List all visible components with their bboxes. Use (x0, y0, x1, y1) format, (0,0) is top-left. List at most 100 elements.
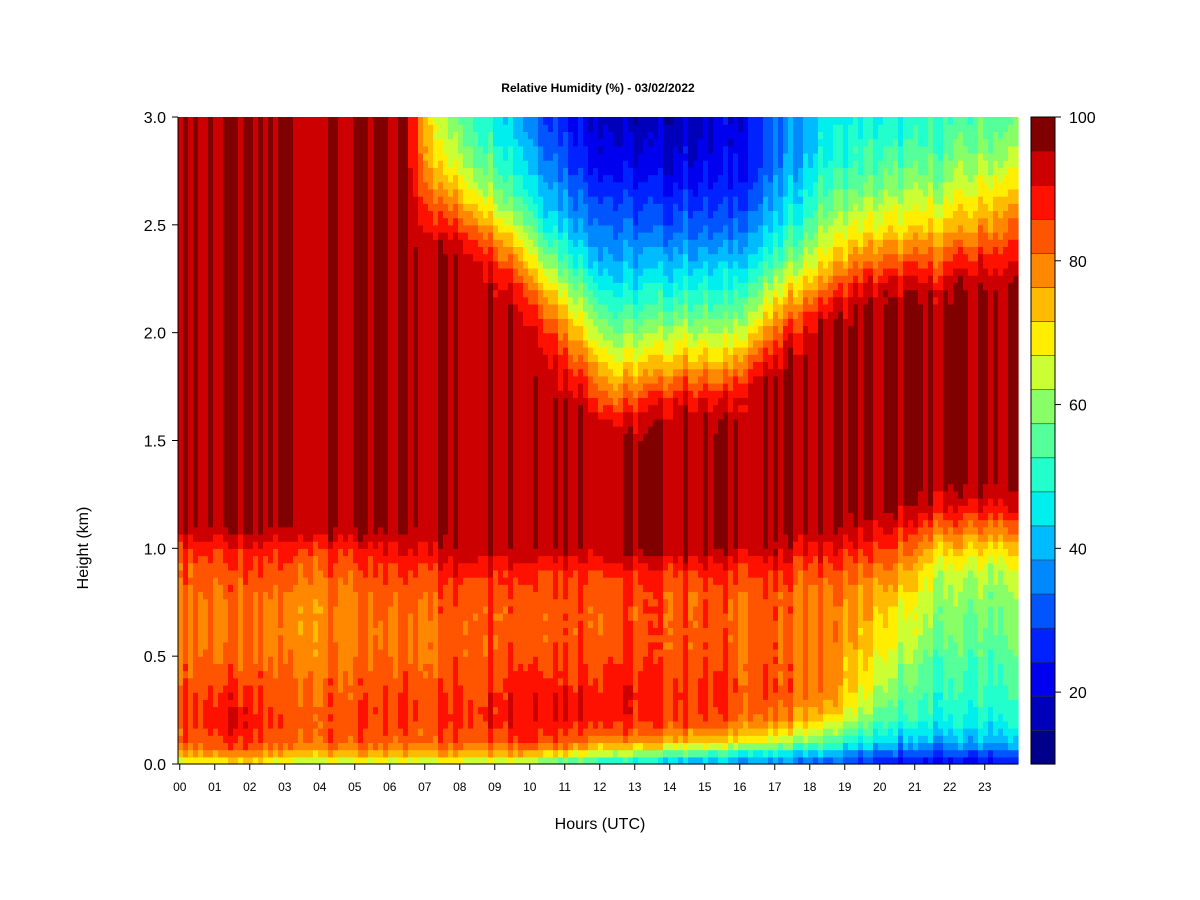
heatmap-cell (418, 448, 424, 456)
heatmap-cell (233, 570, 239, 578)
heatmap-cell (338, 117, 344, 125)
heatmap-cell (323, 534, 329, 542)
heatmap-cell (273, 599, 279, 607)
heatmap-cell (373, 139, 379, 147)
heatmap-cell (433, 412, 439, 420)
heatmap-cell (273, 139, 279, 147)
heatmap-cell (283, 476, 289, 484)
heatmap-cell (398, 218, 404, 226)
heatmap-cell (378, 706, 384, 714)
heatmap-cell (363, 433, 369, 441)
heatmap-cell (398, 462, 404, 470)
heatmap-cell (368, 318, 374, 326)
heatmap-cell (203, 671, 209, 679)
heatmap-cell (318, 663, 324, 671)
heatmap-cell (213, 527, 219, 535)
heatmap-cell (428, 146, 434, 154)
heatmap-cell (228, 361, 234, 369)
heatmap-cell (213, 620, 219, 628)
heatmap-cell (283, 599, 289, 607)
heatmap-cell (268, 225, 274, 233)
heatmap-cell (418, 325, 424, 333)
heatmap-cell (388, 706, 394, 714)
heatmap-cell (303, 735, 309, 743)
heatmap-cell (223, 333, 229, 341)
heatmap-cell (358, 397, 364, 405)
heatmap-cell (178, 210, 184, 218)
heatmap-cell (243, 663, 249, 671)
heatmap-cell (433, 635, 439, 643)
heatmap-cell (228, 160, 234, 168)
heatmap-cell (358, 210, 364, 218)
heatmap-cell (198, 412, 204, 420)
heatmap-cell (378, 232, 384, 240)
heatmap-cell (433, 692, 439, 700)
heatmap-cell (373, 448, 379, 456)
heatmap-cell (388, 390, 394, 398)
heatmap-cell (448, 491, 454, 499)
heatmap-cell (273, 376, 279, 384)
heatmap-cell (263, 304, 269, 312)
heatmap-cell (258, 484, 264, 492)
heatmap-cell (263, 232, 269, 240)
heatmap-cell (388, 361, 394, 369)
heatmap-cell (378, 189, 384, 197)
heatmap-cell (278, 225, 284, 233)
heatmap-cell (213, 663, 219, 671)
heatmap-cell (403, 484, 409, 492)
heatmap-cell (368, 203, 374, 211)
heatmap-cell (258, 441, 264, 449)
heatmap-cell (343, 318, 349, 326)
heatmap-cell (198, 361, 204, 369)
heatmap-cell (398, 750, 404, 758)
heatmap-cell (438, 692, 444, 700)
heatmap-cell (378, 627, 384, 635)
heatmap-cell (263, 520, 269, 528)
heatmap-cell (333, 750, 339, 758)
heatmap-cell (383, 318, 389, 326)
heatmap-cell (323, 210, 329, 218)
heatmap-cell (313, 512, 319, 520)
heatmap-cell (298, 426, 304, 434)
heatmap-cell (438, 448, 444, 456)
heatmap-cell (263, 441, 269, 449)
heatmap-cell (393, 685, 399, 693)
heatmap-cell (213, 225, 219, 233)
heatmap-cell (243, 397, 249, 405)
heatmap-cell (423, 678, 429, 686)
heatmap-cell (323, 376, 329, 384)
heatmap-cell (388, 131, 394, 139)
heatmap-cell (253, 469, 259, 477)
heatmap-cell (433, 297, 439, 305)
heatmap-cell (223, 383, 229, 391)
heatmap-cell (358, 383, 364, 391)
heatmap-cell (238, 685, 244, 693)
heatmap-cell (208, 182, 214, 190)
heatmap-cell (353, 139, 359, 147)
heatmap-cell (353, 750, 359, 758)
heatmap-cell (278, 520, 284, 528)
heatmap-cell (213, 692, 219, 700)
heatmap-cell (378, 534, 384, 542)
heatmap-cell (243, 591, 249, 599)
heatmap-cell (258, 563, 264, 571)
heatmap-cell (448, 340, 454, 348)
heatmap-cell (238, 290, 244, 298)
heatmap-cell (403, 642, 409, 650)
heatmap-cell (293, 469, 299, 477)
heatmap-cell (378, 304, 384, 312)
heatmap-cell (398, 139, 404, 147)
heatmap-cell (318, 246, 324, 254)
heatmap-cell (203, 189, 209, 197)
heatmap-cell (313, 182, 319, 190)
heatmap-cell (378, 175, 384, 183)
heatmap-cell (393, 577, 399, 585)
heatmap-cell (363, 340, 369, 348)
heatmap-cell (288, 196, 294, 204)
heatmap-cell (193, 203, 199, 211)
heatmap-cell (383, 182, 389, 190)
heatmap-cell (208, 591, 214, 599)
heatmap-cell (438, 218, 444, 226)
heatmap-cell (278, 714, 284, 722)
heatmap-cell (253, 448, 259, 456)
